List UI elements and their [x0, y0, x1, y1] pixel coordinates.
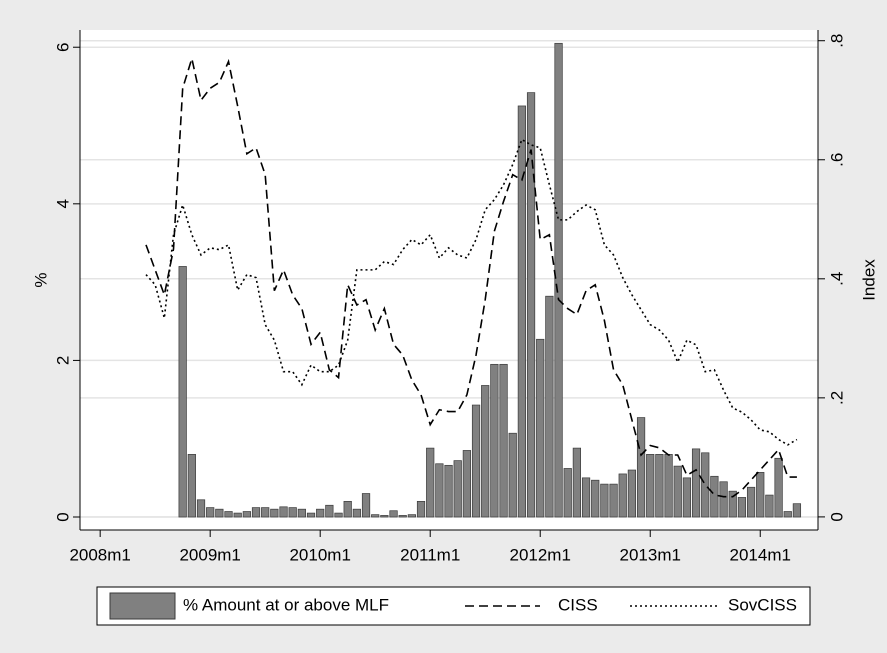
x-tick-label: 2013m1 — [620, 545, 681, 564]
y-tick-label: 6 — [53, 42, 72, 51]
bar — [508, 432, 517, 518]
bar — [371, 514, 380, 518]
x-tick-label: 2009m1 — [179, 545, 240, 564]
legend-swatch — [109, 592, 176, 620]
bar — [306, 512, 316, 518]
bar — [572, 447, 581, 518]
bar — [526, 92, 536, 518]
bar — [233, 512, 242, 518]
bar — [398, 515, 407, 518]
bar — [600, 483, 609, 518]
bar — [242, 511, 251, 518]
bar — [352, 508, 361, 518]
bar — [288, 507, 297, 518]
bar — [783, 511, 792, 518]
bar — [251, 507, 261, 518]
bar — [655, 454, 664, 518]
bar — [435, 463, 444, 518]
bar — [618, 473, 627, 518]
bar — [444, 464, 453, 518]
y-tick-label: 4 — [53, 199, 72, 208]
bar — [416, 500, 426, 518]
bar — [187, 454, 196, 518]
bar — [792, 503, 802, 518]
bar — [462, 450, 471, 518]
bar — [206, 507, 215, 518]
x-tick-label: 2014m1 — [730, 545, 791, 564]
x-tick-label: 2011m1 — [400, 545, 460, 564]
y-axis-title: % — [31, 272, 50, 287]
bar — [279, 506, 288, 518]
bar — [737, 497, 747, 518]
y2-tick-label: .6 — [827, 153, 846, 167]
legend-label: CISS — [558, 595, 598, 614]
bar — [646, 454, 655, 518]
bar — [517, 105, 526, 518]
line-series — [145, 55, 797, 498]
bar — [536, 338, 545, 518]
bar — [499, 363, 508, 518]
bar — [481, 385, 490, 518]
y-tick-label: 0 — [53, 512, 72, 521]
bar — [609, 483, 618, 518]
bar — [765, 494, 774, 518]
bar — [746, 486, 756, 518]
y-tick-label: 2 — [53, 356, 72, 365]
bar — [407, 514, 416, 518]
bar — [361, 493, 371, 518]
bar — [490, 363, 499, 518]
bar — [224, 511, 233, 518]
x-tick-label: 2010m1 — [289, 545, 350, 564]
bar — [545, 295, 554, 518]
bar — [581, 477, 591, 518]
bar — [710, 475, 719, 518]
line-series — [145, 138, 798, 446]
bar — [701, 452, 710, 518]
y2-axis-title: Index — [859, 259, 878, 301]
bar — [178, 266, 187, 518]
legend-label: SovCISS — [728, 595, 797, 614]
bar — [563, 468, 572, 518]
bar — [297, 508, 306, 518]
legend-label: % Amount at or above MLF — [183, 595, 389, 614]
bar — [719, 481, 728, 518]
bar — [673, 465, 682, 518]
bar — [691, 448, 701, 518]
bar — [728, 490, 737, 518]
bar — [756, 472, 765, 518]
bar — [380, 515, 389, 518]
bar — [554, 42, 563, 518]
bar — [389, 510, 398, 518]
y2-tick-label: .4 — [827, 272, 846, 286]
bar — [664, 454, 673, 518]
bar — [682, 477, 692, 518]
bar — [471, 404, 481, 518]
bar — [316, 508, 325, 518]
bar — [215, 508, 224, 518]
bar — [261, 507, 270, 518]
bar — [196, 499, 206, 518]
bar — [325, 504, 334, 518]
bar — [636, 417, 646, 518]
bar — [343, 500, 352, 518]
bar — [591, 479, 600, 518]
x-tick-label: 2012m1 — [509, 545, 570, 564]
x-tick-label: 2008m1 — [69, 545, 130, 564]
bar — [627, 469, 637, 518]
bar — [426, 447, 435, 518]
bar — [334, 512, 343, 518]
plot-area — [80, 30, 818, 530]
y2-tick-label: 0 — [827, 512, 846, 521]
bar — [453, 460, 462, 518]
y2-tick-label: .2 — [827, 391, 846, 405]
y2-tick-label: .8 — [827, 34, 846, 48]
bar — [774, 457, 783, 518]
bar — [270, 508, 279, 518]
